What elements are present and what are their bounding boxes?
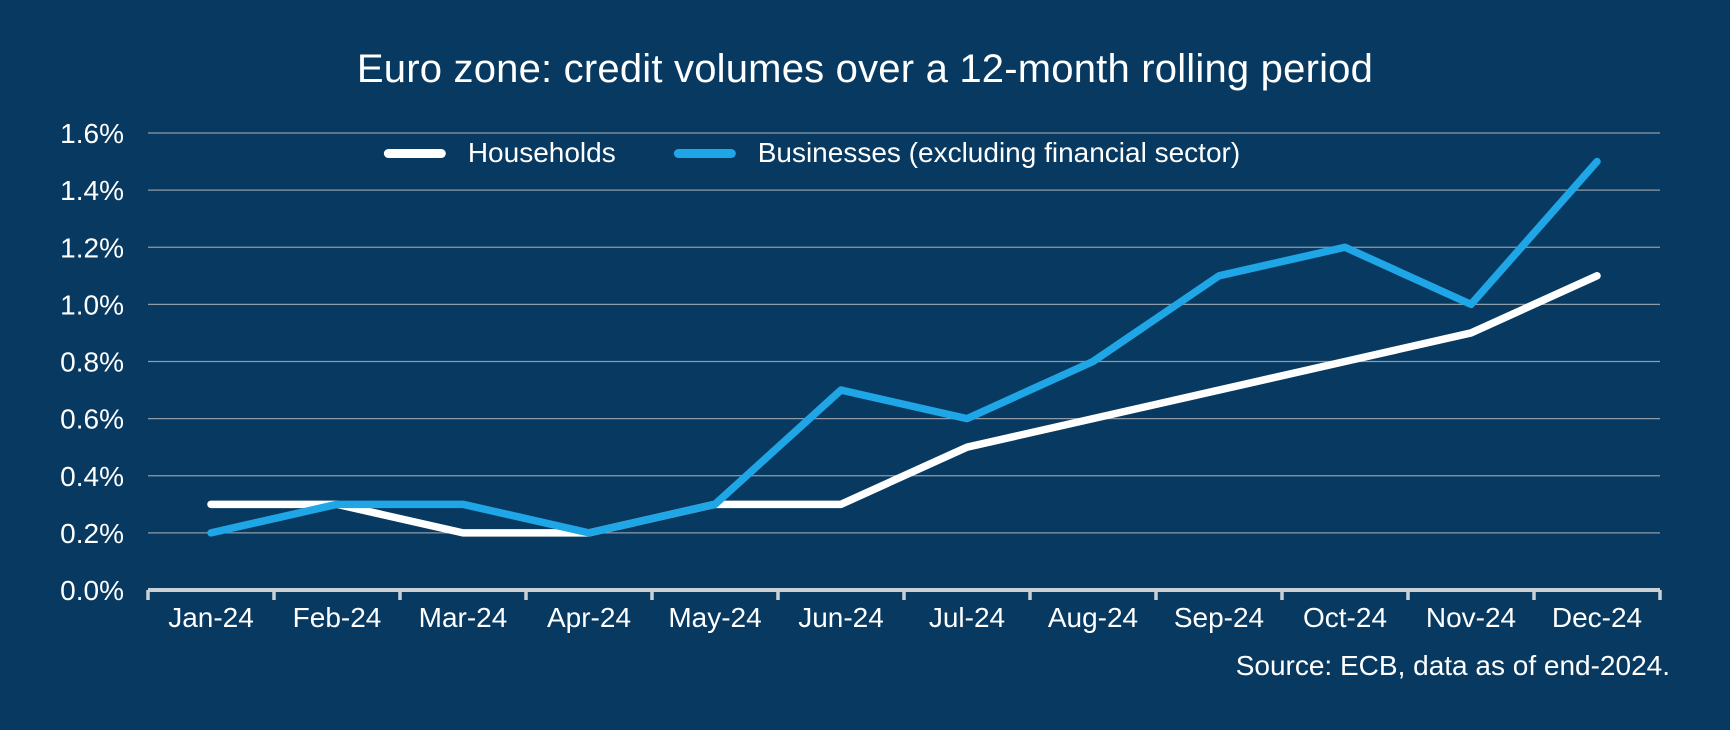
chart-title: Euro zone: credit volumes over a 12-mont… [356,47,1374,91]
businesses-line-swatch-icon [673,148,736,158]
x-tick-label-Jan-24: Jan-24 [168,602,254,633]
x-tick-label-Oct-24: Oct-24 [1303,602,1387,633]
x-tick-label-Apr-24: Apr-24 [547,602,631,633]
legend-label-businesses: Businesses (excluding financial sector) [757,137,1241,168]
x-tick-label-Mar-24: Mar-24 [419,602,508,633]
y-tick-label-0.0%: 0.0% [60,575,124,606]
y-tick-label-1.2%: 1.2% [60,232,124,263]
x-tick-label-Feb-24: Feb-24 [293,602,382,633]
x-tick-label-Aug-24: Aug-24 [1048,602,1138,633]
y-tick-label-1.6%: 1.6% [60,118,124,149]
x-tick-label-Dec-24: Dec-24 [1552,602,1642,633]
x-tick-label-Jul-24: Jul-24 [929,602,1005,633]
y-tick-label-0.2%: 0.2% [60,518,124,549]
legend-label-households: Households [467,137,616,168]
x-tick-label-Jun-24: Jun-24 [798,602,884,633]
series-line-businesses-excluding-financial-sector [207,157,1601,537]
x-tick-label-Sep-24: Sep-24 [1174,602,1264,633]
y-tick-label-0.4%: 0.4% [60,461,124,492]
chart-legend: Households Businesses (excluding financi… [383,137,1241,168]
y-tick-label-0.8%: 0.8% [60,347,124,378]
y-tick-label-1.4%: 1.4% [60,175,124,206]
households-line-swatch-icon [383,148,446,158]
x-tick-label-May-24: May-24 [668,602,761,633]
y-tick-label-1.0%: 1.0% [60,289,124,320]
series-line-households [207,272,1601,537]
y-tick-label-0.6%: 0.6% [60,404,124,435]
legend-item-businesses: Businesses (excluding financial sector) [673,137,1241,168]
x-tick-label-Nov-24: Nov-24 [1426,602,1516,633]
source-note: Source: ECB, data as of end-2024. [1235,650,1670,681]
legend-item-households: Households [383,137,616,168]
